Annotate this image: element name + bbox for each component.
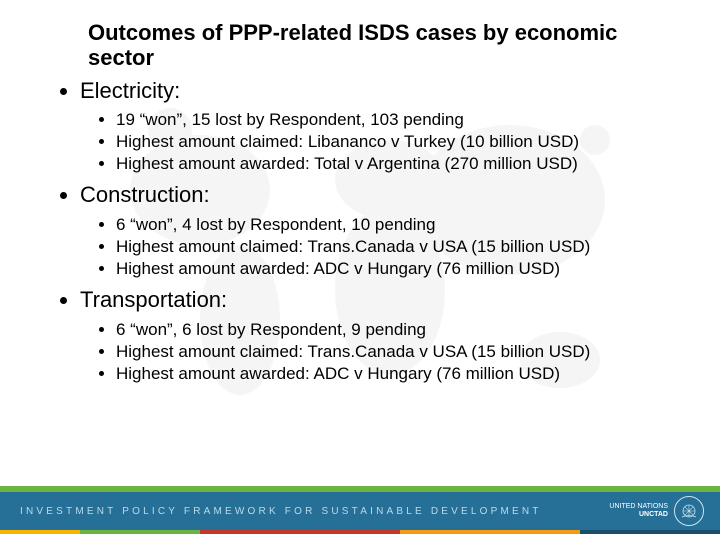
list-item: Highest amount claimed: Trans.Canada v U… [116,341,672,363]
list-item: Highest amount awarded: ADC v Hungary (7… [116,258,672,280]
slide: Outcomes of PPP-related ISDS cases by ec… [0,0,720,540]
section-heading: Electricity: [80,78,180,103]
footer-stripe-segment [200,530,400,534]
footer: INVESTMENT POLICY FRAMEWORK FOR SUSTAINA… [0,486,720,540]
section-heading: Construction: [80,182,210,207]
footer-stripe-bottom [0,530,720,534]
section-transportation: Transportation: 6 “won”, 6 lost by Respo… [80,286,672,385]
section-items: 6 “won”, 6 lost by Respondent, 9 pending… [80,319,672,385]
section-electricity: Electricity: 19 “won”, 15 lost by Respon… [80,77,672,176]
footer-stripe-segment [400,530,580,534]
un-emblem-icon [674,496,704,526]
list-item: 6 “won”, 6 lost by Respondent, 9 pending [116,319,672,341]
content-area: Outcomes of PPP-related ISDS cases by ec… [52,20,672,391]
list-item: 19 “won”, 15 lost by Respondent, 103 pen… [116,109,672,131]
list-item: 6 “won”, 4 lost by Respondent, 10 pendin… [116,214,672,236]
section-list: Electricity: 19 “won”, 15 lost by Respon… [52,77,672,386]
list-item: Highest amount awarded: ADC v Hungary (7… [116,363,672,385]
footer-stripe-segment [580,530,720,534]
footer-logo-text: UNITED NATIONS UNCTAD [609,503,668,518]
org-name-bottom: UNCTAD [609,511,668,519]
section-items: 6 “won”, 4 lost by Respondent, 10 pendin… [80,214,672,280]
section-heading: Transportation: [80,287,227,312]
list-item: Highest amount claimed: Libananco v Turk… [116,131,672,153]
slide-title: Outcomes of PPP-related ISDS cases by ec… [88,20,672,71]
footer-tagline: INVESTMENT POLICY FRAMEWORK FOR SUSTAINA… [20,506,542,517]
footer-stripe-segment [0,530,80,534]
footer-body: INVESTMENT POLICY FRAMEWORK FOR SUSTAINA… [0,492,720,530]
footer-stripe-segment [80,530,200,534]
footer-logo: UNITED NATIONS UNCTAD [609,496,704,526]
list-item: Highest amount awarded: Total v Argentin… [116,153,672,175]
section-construction: Construction: 6 “won”, 4 lost by Respond… [80,181,672,280]
org-name-top: UNITED NATIONS [609,503,668,511]
section-items: 19 “won”, 15 lost by Respondent, 103 pen… [80,109,672,175]
list-item: Highest amount claimed: Trans.Canada v U… [116,236,672,258]
